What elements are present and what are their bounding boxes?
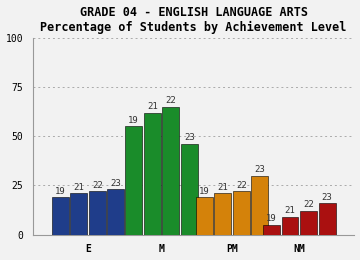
Text: 21: 21 [73,183,84,192]
Text: 19: 19 [129,116,139,125]
Text: 22: 22 [303,200,314,210]
Bar [181,144,198,235]
Text: 19: 19 [199,187,210,196]
Bar [89,191,106,235]
Bar [52,197,69,235]
Title: GRADE 04 - ENGLISH LANGUAGE ARTS
Percentage of Students by Achievement Level: GRADE 04 - ENGLISH LANGUAGE ARTS Percent… [40,5,347,34]
Bar [319,203,336,235]
Bar [251,176,268,235]
Bar [125,126,142,235]
Text: 23: 23 [184,133,195,142]
Bar [214,193,231,235]
Text: 22: 22 [92,181,103,190]
Bar [196,197,213,235]
Text: 23: 23 [322,193,333,202]
Text: 22: 22 [236,181,247,190]
Bar [300,211,317,235]
Bar [70,193,87,235]
Bar [144,113,161,235]
Text: 21: 21 [217,183,228,192]
Bar [107,189,124,235]
Text: 19: 19 [55,187,66,196]
Text: 21: 21 [285,206,296,215]
Text: 21: 21 [147,102,158,111]
Bar [233,191,249,235]
Bar [263,225,280,235]
Bar [162,107,179,235]
Text: 19: 19 [266,214,277,223]
Text: 23: 23 [111,179,121,188]
Bar [282,217,298,235]
Text: 22: 22 [165,96,176,105]
Text: 23: 23 [255,165,265,174]
